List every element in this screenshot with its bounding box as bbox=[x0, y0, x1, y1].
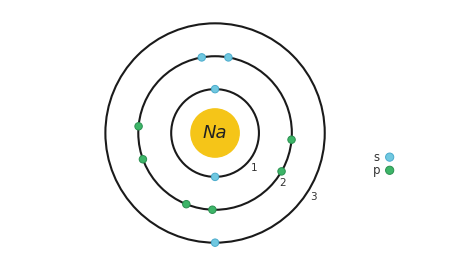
Circle shape bbox=[385, 166, 394, 174]
Text: p: p bbox=[373, 164, 381, 177]
Circle shape bbox=[191, 109, 239, 157]
Text: 3: 3 bbox=[310, 192, 317, 202]
Circle shape bbox=[139, 156, 146, 163]
Text: 1: 1 bbox=[250, 163, 257, 173]
Circle shape bbox=[278, 168, 285, 175]
Circle shape bbox=[225, 54, 232, 61]
Circle shape bbox=[385, 153, 394, 161]
Circle shape bbox=[198, 54, 205, 61]
Text: Na: Na bbox=[203, 124, 228, 142]
Circle shape bbox=[288, 136, 295, 143]
Text: s: s bbox=[373, 151, 379, 164]
Circle shape bbox=[182, 201, 190, 208]
Circle shape bbox=[135, 123, 142, 130]
Circle shape bbox=[211, 239, 219, 246]
Circle shape bbox=[209, 206, 216, 213]
Circle shape bbox=[211, 85, 219, 93]
Text: 2: 2 bbox=[280, 178, 286, 188]
Circle shape bbox=[211, 173, 219, 181]
